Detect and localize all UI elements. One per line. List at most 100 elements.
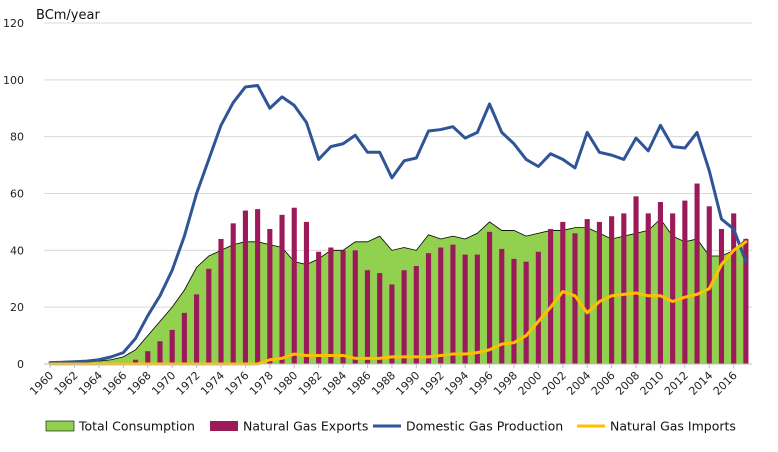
- x-tick-label: 1978: [247, 369, 276, 398]
- exports-bar-1974: [218, 238, 224, 364]
- exports-bar-2000: [535, 251, 541, 364]
- exports-bar-1989: [401, 270, 407, 364]
- x-tick-label: 2000: [516, 369, 545, 398]
- exports-bar-1970: [169, 329, 175, 364]
- x-tick-label: 1980: [271, 369, 300, 398]
- exports-bar-1967: [132, 359, 139, 364]
- x-tick-label: 1976: [223, 369, 252, 398]
- exports-bar-1998: [511, 258, 517, 364]
- consumption-area-layer: [49, 218, 747, 365]
- x-tick-label: 1990: [393, 369, 422, 398]
- exports-bar-2011: [670, 213, 676, 364]
- exports-bar-1973: [206, 268, 212, 364]
- exports-bar-1986: [364, 270, 371, 364]
- exports-bar-2001: [548, 229, 554, 364]
- exports-bar-2016: [731, 213, 737, 364]
- y-axis-unit-label: BCm/year: [36, 8, 100, 23]
- legend-label: Natural Gas Imports: [610, 419, 736, 434]
- x-tick-label: 1964: [76, 369, 105, 398]
- x-tick-label: 1996: [467, 369, 496, 398]
- exports-bar-2005: [596, 221, 602, 364]
- exports-bar-1999: [523, 261, 529, 364]
- x-tick-label: 1962: [52, 369, 81, 398]
- exports-bar-2006: [609, 216, 615, 364]
- exports-bar-1978: [267, 229, 273, 364]
- exports-bar-2014: [706, 206, 712, 364]
- y-tick-label: 40: [10, 244, 24, 257]
- exports-bar-2003: [572, 233, 578, 364]
- exports-bar-2012: [682, 200, 688, 364]
- x-tick-label: 1984: [320, 369, 349, 398]
- x-tick-label: 2016: [711, 369, 740, 398]
- exports-bar-1981: [303, 221, 310, 364]
- exports-bar-1968: [145, 351, 151, 364]
- exports-bar-1982: [316, 251, 322, 364]
- domestic-gas-production-line: [48, 84, 748, 365]
- x-tick-label: 1992: [418, 369, 447, 398]
- exports-bar-1972: [194, 294, 200, 364]
- x-tick-label: 2012: [662, 369, 691, 398]
- exports-bar-2008: [633, 196, 639, 364]
- x-tick-label: 2008: [613, 369, 642, 398]
- exports-bar-1995: [474, 254, 480, 364]
- exports-bar-2009: [645, 213, 651, 364]
- x-tick-label: 1972: [174, 369, 203, 398]
- exports-bar-1985: [352, 250, 358, 364]
- legend-swatch-consumption: [45, 420, 75, 432]
- y-tick-label: 120: [3, 17, 24, 30]
- exports-bar-1979: [279, 214, 285, 364]
- x-tick-label: 2006: [589, 369, 618, 398]
- exports-bar-1994: [462, 254, 468, 364]
- exports-bar-2017: [743, 238, 749, 364]
- exports-bar-1990: [413, 265, 419, 364]
- exports-bar-1980: [291, 207, 297, 364]
- exports-bar-1975: [230, 223, 236, 364]
- legend: Total Consumption Natural Gas Exports Dome…: [45, 419, 736, 434]
- x-tick-label: 1986: [345, 369, 374, 398]
- x-tick-label: 2002: [540, 369, 569, 398]
- exports-bar-1971: [181, 312, 187, 364]
- legend-label: Domestic Gas Production: [406, 419, 563, 434]
- exports-bar-1988: [389, 284, 395, 364]
- y-tick-label: 80: [10, 131, 24, 144]
- x-tick-label: 1998: [491, 369, 520, 398]
- exports-bar-2010: [657, 202, 664, 364]
- exports-bar-layer: [132, 183, 749, 364]
- x-tick-label: 2004: [564, 369, 593, 398]
- x-tick-label: 1960: [27, 369, 56, 398]
- x-tick-label: 1988: [369, 369, 398, 398]
- x-tick-label: 1974: [198, 369, 227, 398]
- x-tick-label: 1982: [296, 369, 325, 398]
- consumption-area: [49, 218, 747, 365]
- x-tick-label: 1994: [442, 369, 471, 398]
- x-tick-label: 2014: [686, 369, 715, 398]
- exports-bar-2007: [621, 213, 627, 364]
- exports-bar-1996: [486, 231, 493, 364]
- exports-bar-1992: [438, 247, 444, 364]
- legend-label: Total Consumption: [78, 419, 195, 434]
- exports-bar-1997: [499, 248, 505, 364]
- x-tick-label: 1968: [125, 369, 154, 398]
- exports-bar-2013: [694, 183, 700, 364]
- x-tick-label: 1970: [149, 369, 178, 398]
- x-tick-label: 1966: [100, 369, 129, 398]
- y-tick-label: 60: [10, 188, 24, 201]
- y-tick-label: 20: [10, 301, 24, 314]
- legend-swatch-exports: [210, 421, 238, 431]
- y-tick-label: 100: [3, 74, 24, 87]
- exports-bar-1987: [377, 273, 383, 364]
- exports-bar-1969: [157, 341, 163, 364]
- exports-bar-1993: [450, 244, 456, 364]
- exports-bar-1977: [255, 209, 261, 364]
- y-tick-label: 0: [17, 358, 24, 371]
- exports-bar-1991: [425, 253, 432, 364]
- exports-bar-1984: [340, 250, 346, 364]
- exports-bar-2015: [718, 229, 725, 364]
- exports-bar-1983: [328, 247, 334, 364]
- exports-bar-2004: [584, 219, 590, 364]
- legend-label: Natural Gas Exports: [243, 419, 368, 434]
- x-tick-label: 2010: [638, 369, 667, 398]
- exports-bar-1976: [242, 210, 248, 364]
